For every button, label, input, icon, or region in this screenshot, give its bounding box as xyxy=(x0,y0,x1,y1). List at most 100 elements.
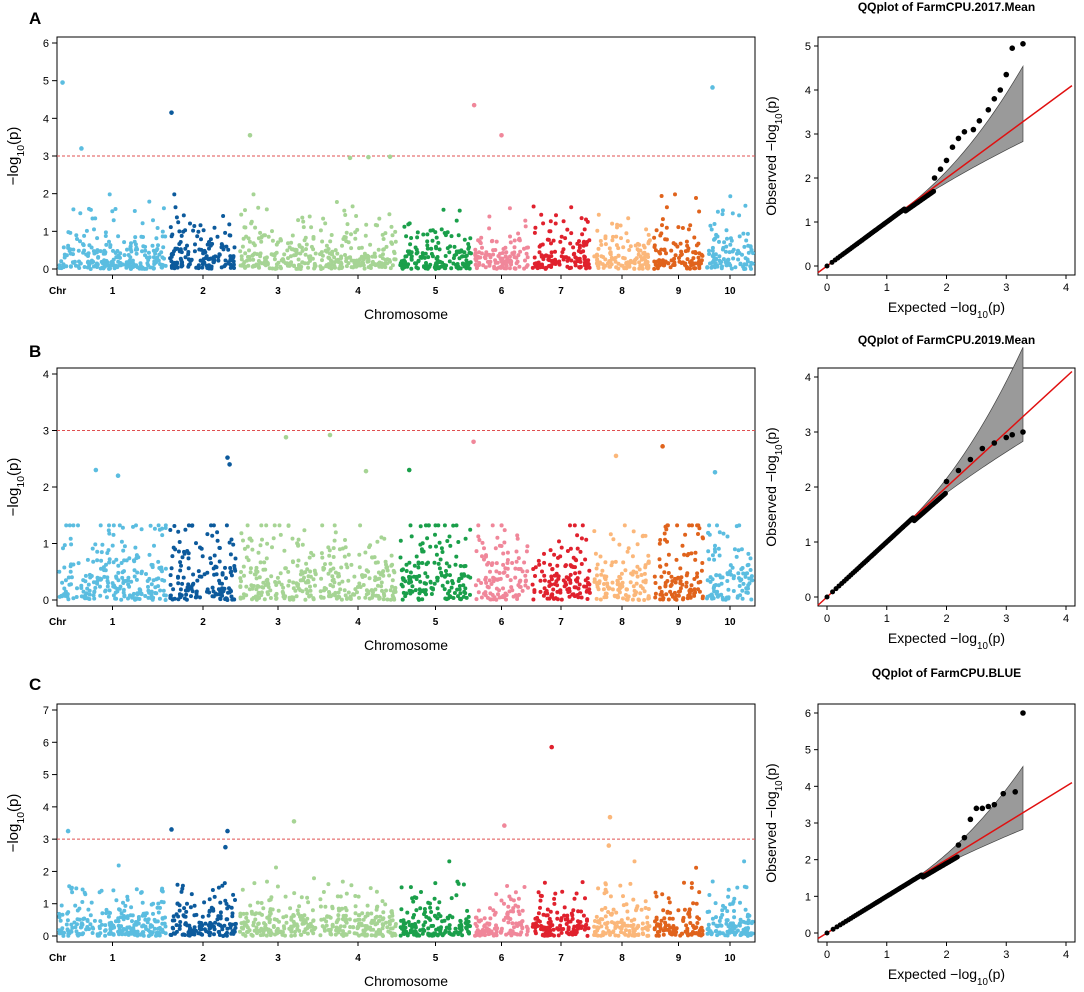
snp-point xyxy=(575,579,580,584)
snp-point xyxy=(585,576,590,581)
x-tick-label: 6 xyxy=(499,617,505,628)
snp-point xyxy=(270,545,274,550)
snp-point xyxy=(162,256,166,261)
snp-point xyxy=(630,597,635,602)
snp-point xyxy=(398,933,403,938)
snp-point xyxy=(250,253,255,258)
snp-point xyxy=(170,918,175,923)
snp-point xyxy=(361,262,366,267)
qq-y-tick-label: 1 xyxy=(805,537,811,549)
snp-point xyxy=(81,931,86,936)
snp-point xyxy=(495,535,500,540)
snp-point xyxy=(487,578,492,583)
snp-point xyxy=(512,250,517,255)
snp-point xyxy=(111,248,115,253)
snp-point xyxy=(354,214,359,218)
snp-point xyxy=(357,552,362,557)
snp-point xyxy=(198,595,202,600)
snp-point xyxy=(296,218,301,223)
snp-point xyxy=(458,597,463,602)
x-tick-label: 1 xyxy=(110,286,116,297)
snp-point xyxy=(457,250,462,255)
snp-point xyxy=(630,933,635,938)
snp-point xyxy=(57,931,62,936)
snp-point xyxy=(408,591,413,596)
snp-point xyxy=(631,584,636,589)
snp-point xyxy=(454,554,459,559)
snp-point xyxy=(693,550,698,555)
snp-point xyxy=(498,251,502,256)
snp-point xyxy=(187,262,191,267)
snp-point xyxy=(749,931,754,936)
qq-x-axis-label: Expected −log10(p) xyxy=(888,630,1005,652)
snp-point xyxy=(489,597,494,602)
qq-tail-point xyxy=(1009,431,1016,438)
snp-point xyxy=(624,587,629,592)
snp-point xyxy=(467,250,472,255)
snp-point xyxy=(122,914,126,918)
snp-point xyxy=(497,588,501,593)
snp-point xyxy=(151,578,156,583)
snp-point xyxy=(207,926,212,931)
snp-point xyxy=(411,923,416,928)
snp-point xyxy=(257,911,262,916)
snp-point xyxy=(579,216,584,221)
snp-point xyxy=(177,908,182,913)
snp-point xyxy=(568,523,572,528)
x-tick-label: 3 xyxy=(275,953,281,964)
snp-point xyxy=(243,251,248,256)
snp-point xyxy=(349,265,354,270)
snp-point xyxy=(484,250,489,255)
snp-point xyxy=(603,921,608,926)
snp-point xyxy=(621,596,625,601)
snp-point xyxy=(290,536,295,541)
snp-point xyxy=(516,231,521,236)
snp-point xyxy=(338,894,343,899)
snp-point xyxy=(729,266,734,271)
snp-point xyxy=(69,575,74,580)
snp-point xyxy=(525,569,530,574)
snp-point xyxy=(668,910,673,915)
snp-point xyxy=(196,263,201,268)
snp-point xyxy=(669,582,674,587)
x-tick-label: 2 xyxy=(200,617,206,628)
snp-point xyxy=(722,240,727,245)
snp-point xyxy=(69,922,74,927)
snp-point xyxy=(274,596,279,601)
snp-point xyxy=(576,909,581,914)
snp-point xyxy=(425,574,430,579)
snp-point xyxy=(224,596,229,601)
snp-point xyxy=(736,548,741,553)
snp-point xyxy=(384,588,388,593)
snp-point xyxy=(640,266,645,271)
qq-y-tick-label: 4 xyxy=(805,372,811,384)
snp-point xyxy=(415,932,420,937)
snp-point xyxy=(118,251,123,256)
snp-point xyxy=(227,540,232,545)
snp-point xyxy=(400,266,405,271)
snp-point xyxy=(251,192,256,197)
snp-point xyxy=(710,879,715,884)
snp-point xyxy=(200,554,205,559)
snp-point xyxy=(440,550,445,554)
snp-point xyxy=(289,926,294,931)
qq-y-axis-label: Observed −log10(p) xyxy=(763,427,785,546)
snp-point xyxy=(304,587,309,592)
snp-point xyxy=(371,927,376,932)
snp-point xyxy=(207,246,211,251)
snp-point xyxy=(256,264,261,269)
snp-point xyxy=(286,256,290,261)
snp-point xyxy=(71,596,76,601)
peak-point xyxy=(607,814,613,820)
snp-point xyxy=(262,597,267,602)
snp-point xyxy=(523,583,528,588)
snp-point xyxy=(113,585,117,590)
snp-point xyxy=(490,561,495,566)
snp-point xyxy=(305,261,310,266)
snp-point xyxy=(212,932,216,937)
snp-point xyxy=(249,221,254,226)
snp-point xyxy=(447,250,452,255)
snp-point xyxy=(687,591,692,596)
snp-point xyxy=(376,931,381,936)
snp-point xyxy=(625,597,630,602)
